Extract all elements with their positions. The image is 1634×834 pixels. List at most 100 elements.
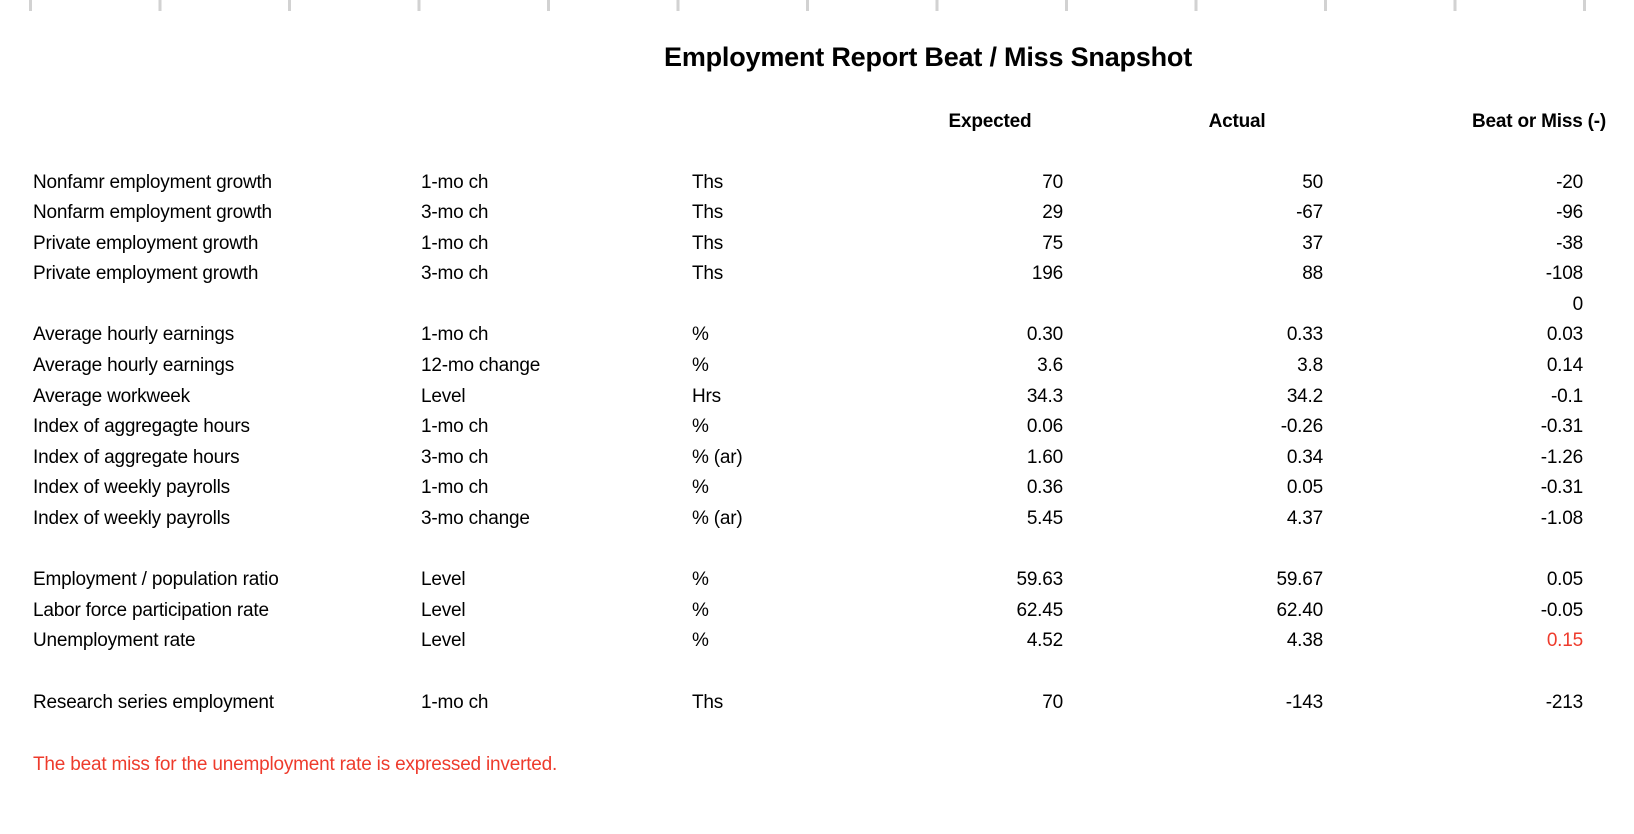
cell-unit [692,535,833,566]
cell-indicator-label [33,290,421,321]
cell-actual-value [1063,290,1323,321]
cell-actual-value: 4.37 [1286,508,1323,530]
cell-actual-value [1063,657,1323,688]
table-row: 0 [0,290,1634,321]
cell-unit: Ths [692,263,724,285]
cell-beat-or-miss-value: 0.03 [1546,324,1583,346]
table-row: Index of weekly payrolls 3-mo change % (… [0,504,1634,535]
table-row: Index of weekly payrolls 1-mo ch % 0.36 … [0,473,1634,504]
cell-unit: % [692,599,709,621]
cell-unit: Ths [692,171,724,193]
cell-indicator-label [33,535,421,566]
cell-beat-or-miss-value: -0.31 [1540,416,1584,438]
cell-expected-value: 70 [1042,171,1063,193]
cell-beat-or-miss-value: 0 [1572,293,1584,315]
cell-expected-value: 1.60 [1026,446,1063,468]
cell-indicator-label: Research series employment [33,691,274,713]
table-row: Average hourly earnings 1-mo ch % 0.30 0… [0,320,1634,351]
cell-beat-or-miss-value: -1.26 [1540,446,1584,468]
cell-beat-or-miss-value: -1.08 [1540,508,1584,530]
cell-indicator-label: Index of aggregate hours [33,446,240,468]
cell-expected-value: 75 [1042,232,1063,254]
cell-expected-value: 3.6 [1037,355,1063,377]
cell-change-basis [421,290,692,321]
cell-change-basis: Level [421,599,466,621]
cell-change-basis: 3-mo ch [421,446,489,468]
cell-actual-value: 0.34 [1286,446,1323,468]
table-body: Nonfamr employment growth 1-mo ch Ths 70… [0,168,1634,719]
cell-actual-value: 0.33 [1286,324,1323,346]
cell-expected-value: 196 [1031,263,1063,285]
cell-actual-value: -143 [1285,691,1323,713]
cell-beat-or-miss-value: -108 [1545,263,1583,285]
cell-unit: % [692,569,709,591]
cell-beat-or-miss-value: -38 [1556,232,1583,254]
column-gridline-ticks [29,0,1634,11]
table-row: Index of aggregate hours 3-mo ch % (ar) … [0,443,1634,474]
cell-expected-value [833,535,1063,566]
cell-beat-or-miss-value [1323,535,1583,566]
cell-actual-value: 3.8 [1297,355,1323,377]
cell-expected-value: 70 [1042,691,1063,713]
table-row: Employment / population ratio Level % 59… [0,565,1634,596]
header-beat-or-miss: Beat or Miss (-) [1471,111,1607,132]
cell-beat-or-miss-value: 0.05 [1546,569,1583,591]
table-row: Average hourly earnings 12-mo change % 3… [0,351,1634,382]
cell-expected-value: 0.36 [1026,477,1063,499]
footnote: The beat miss for the unemployment rate … [33,754,558,775]
cell-indicator-label: Private employment growth [33,232,259,254]
cell-actual-value: 4.38 [1286,630,1323,652]
cell-unit: % [692,630,709,652]
table-row: Nonfarm employment growth 3-mo ch Ths 29… [0,198,1634,229]
cell-unit: % [692,355,709,377]
table-row [0,657,1634,688]
cell-unit: % [692,477,709,499]
cell-beat-or-miss-value: 0.15 [1546,630,1583,652]
cell-beat-or-miss-value: -213 [1545,691,1583,713]
cell-expected-value [833,657,1063,688]
cell-unit: % (ar) [692,446,743,468]
cell-indicator-label: Average hourly earnings [33,355,235,377]
table-row: Unemployment rate Level % 4.52 4.38 0.15 [0,626,1634,657]
cell-indicator-label: Private employment growth [33,263,259,285]
cell-actual-value: 62.40 [1276,599,1323,621]
cell-change-basis [421,535,692,566]
cell-change-basis: Level [421,630,466,652]
cell-beat-or-miss-value [1323,657,1583,688]
cell-beat-or-miss-value: -20 [1556,171,1583,193]
cell-unit: % [692,416,709,438]
cell-expected-value: 4.52 [1026,630,1063,652]
cell-actual-value: 59.67 [1276,569,1323,591]
cell-indicator-label: Index of aggregagte hours [33,416,250,438]
cell-actual-value [1063,535,1323,566]
cell-beat-or-miss-value: -96 [1556,202,1583,224]
cell-change-basis: 1-mo ch [421,171,489,193]
cell-change-basis: Level [421,569,466,591]
cell-actual-value: 0.05 [1286,477,1323,499]
cell-change-basis: 1-mo ch [421,324,489,346]
cell-indicator-label: Nonfamr employment growth [33,171,272,193]
table-row: Index of aggregagte hours 1-mo ch % 0.06… [0,412,1634,443]
cell-indicator-label [33,657,421,688]
table-row: Average workweek Level Hrs 34.3 34.2 -0.… [0,382,1634,413]
cell-change-basis: 12-mo change [421,355,541,377]
cell-expected-value: 59.63 [1016,569,1063,591]
cell-unit: Ths [692,232,724,254]
cell-expected-value: 0.30 [1026,324,1063,346]
cell-indicator-label: Employment / population ratio [33,569,279,591]
cell-unit: % [692,324,709,346]
cell-expected-value: 29 [1042,202,1063,224]
cell-unit: Ths [692,691,724,713]
table-header-row: Expected Actual Beat or Miss (-) [0,106,1634,137]
cell-unit: % (ar) [692,508,743,530]
cell-actual-value: 88 [1302,263,1323,285]
header-actual: Actual [1208,111,1266,132]
cell-expected-value: 5.45 [1026,508,1063,530]
cell-change-basis: 3-mo ch [421,263,489,285]
cell-indicator-label: Nonfarm employment growth [33,202,272,224]
table-row: Labor force participation rate Level % 6… [0,596,1634,627]
table-row: Private employment growth 3-mo ch Ths 19… [0,259,1634,290]
cell-beat-or-miss-value: -0.1 [1551,385,1583,407]
cell-change-basis: 1-mo ch [421,691,489,713]
